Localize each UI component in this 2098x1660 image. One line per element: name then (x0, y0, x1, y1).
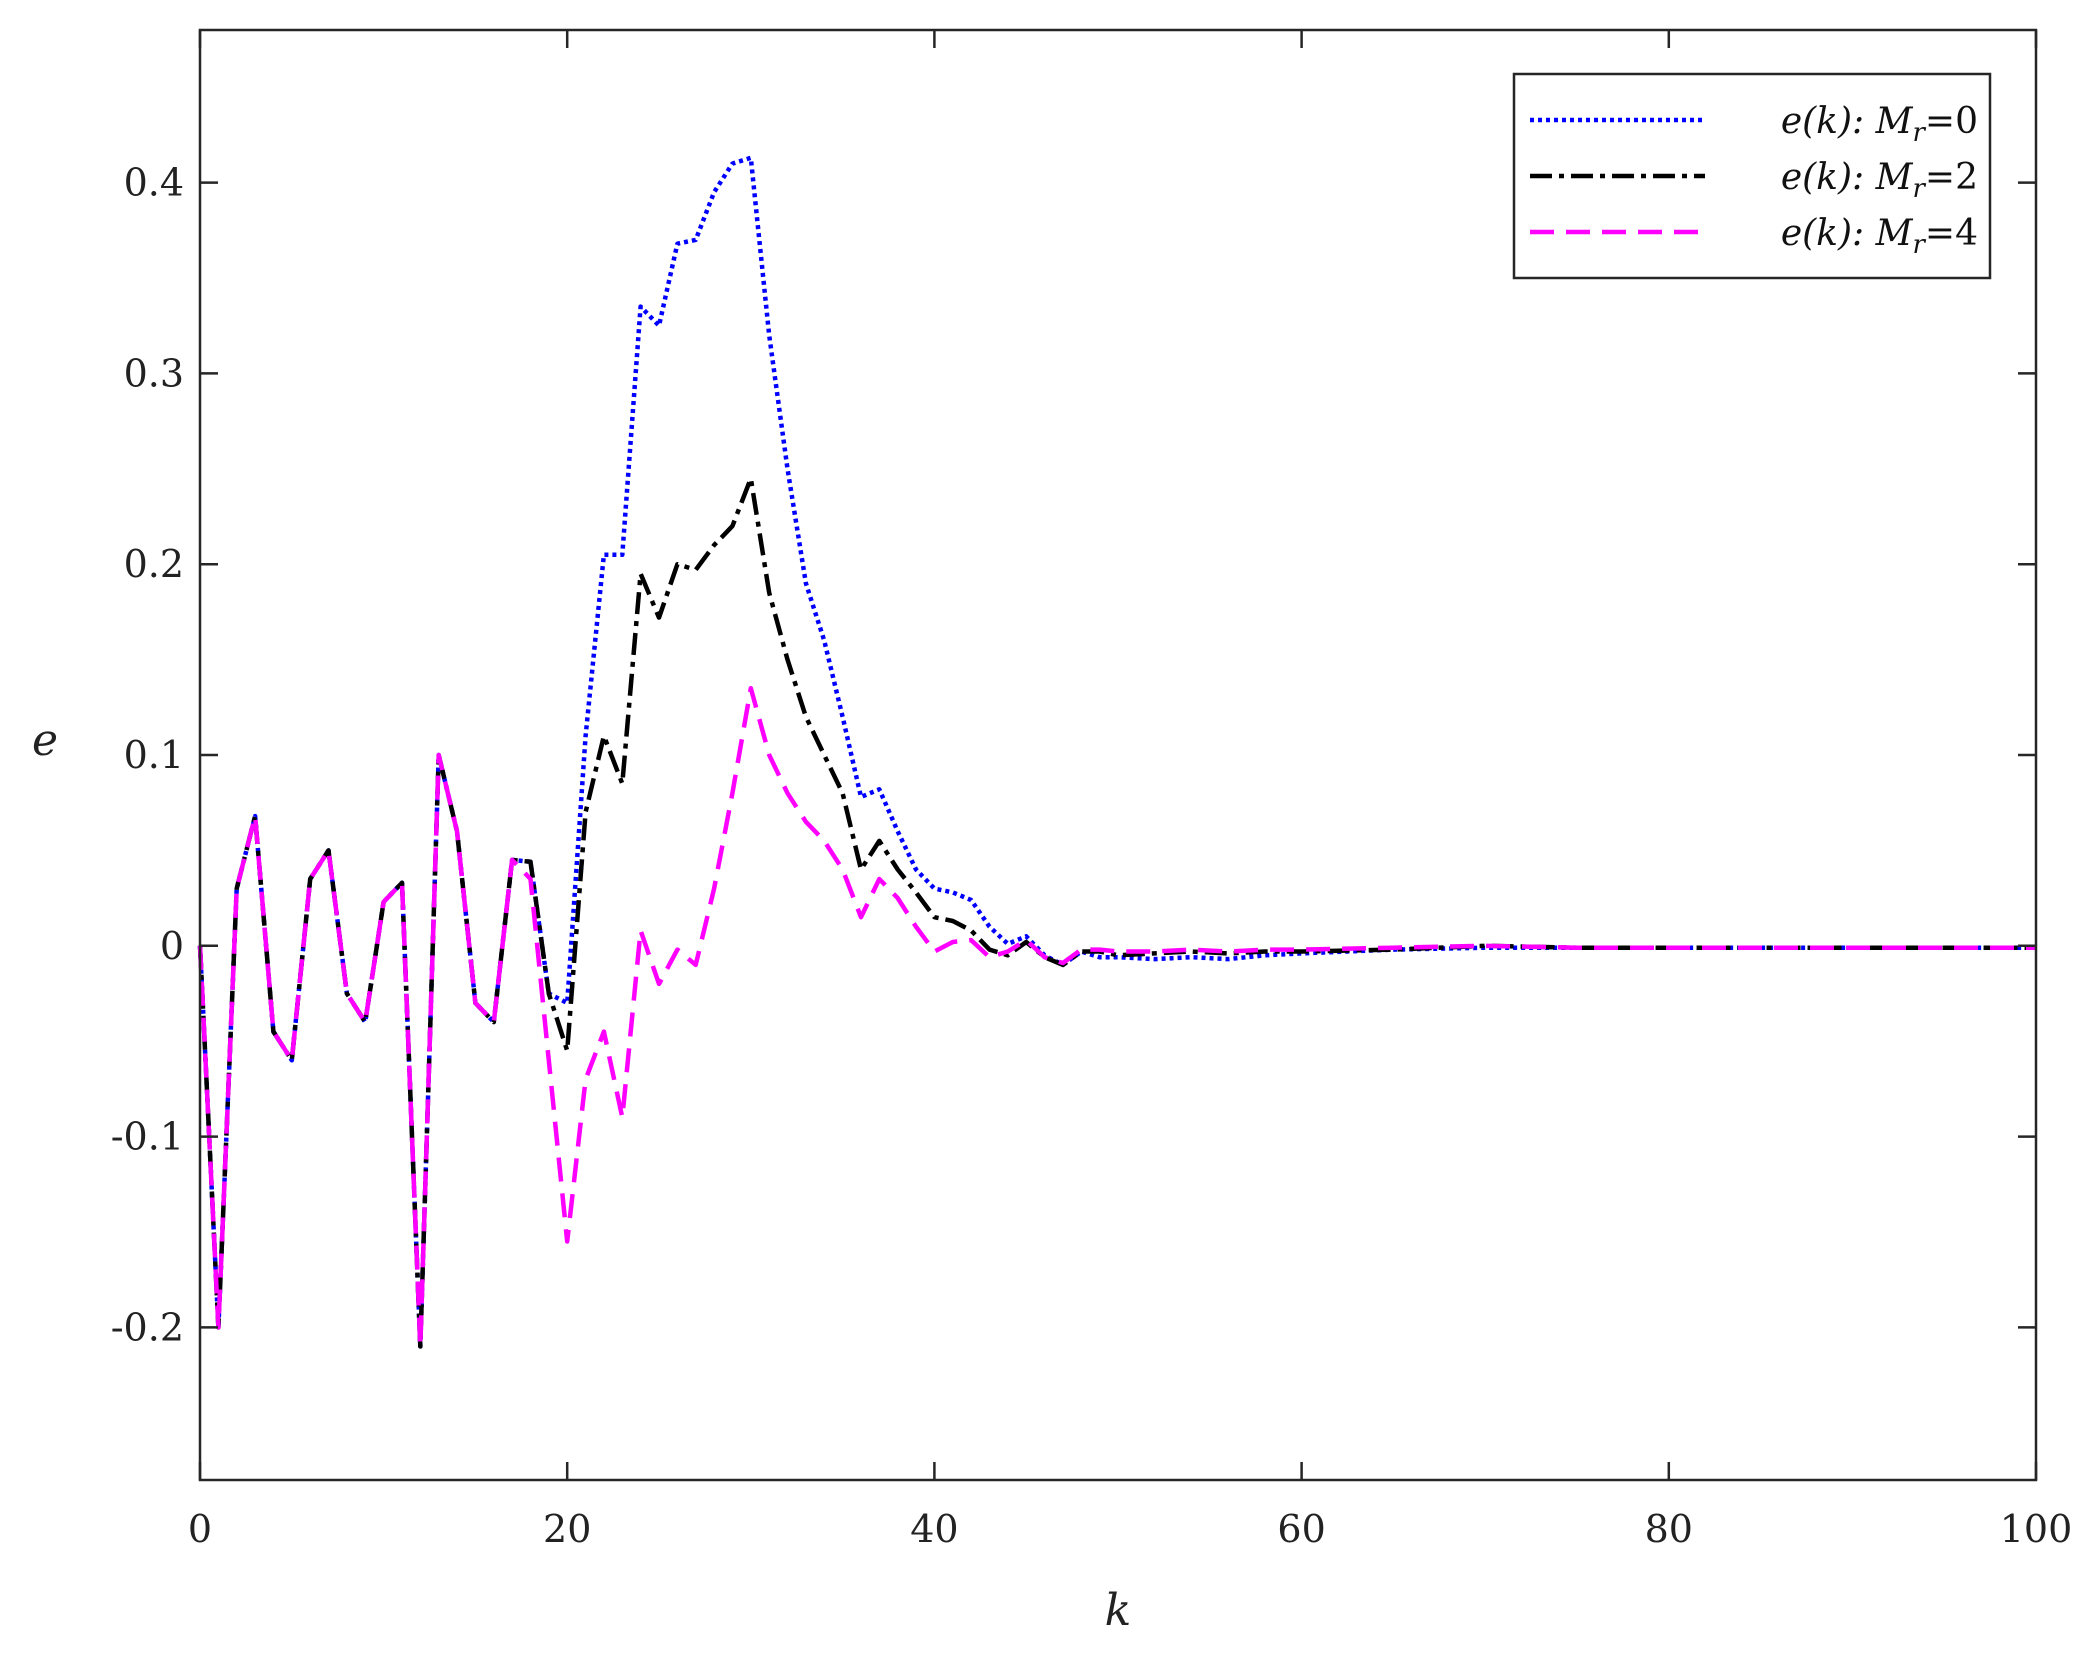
legend-label-1: e(k): Mr=2 (1781, 157, 1978, 204)
x-tick-label: 100 (2000, 1507, 2073, 1551)
legend: e(k): Mr=0e(k): Mr=2e(k): Mr=4 (1512, 72, 1992, 280)
y-tick-label: 0.4 (124, 161, 184, 205)
legend-label-value: =2 (1925, 157, 1978, 198)
y-tick-label: 0.3 (124, 351, 184, 395)
series-line-2 (197, 685, 2036, 1349)
y-tick-label: -0.1 (111, 1115, 184, 1159)
legend-label-value: =4 (1925, 213, 1978, 254)
y-tick-label: -0.2 (111, 1305, 184, 1349)
legend-label-prefix: e(k): (1781, 213, 1876, 254)
y-axis-label: e (32, 715, 58, 766)
y-tick-label: 0 (160, 924, 184, 968)
tick-layer: 0 20 40 60 80 100 -0.2 -0.1 0 0.1 0.2 0.3 0.4 (111, 30, 2073, 1551)
legend-label-prefix: e(k): (1781, 157, 1876, 198)
legend-label-symbol: M (1875, 213, 1914, 254)
x-tick-label: 0 (188, 1507, 212, 1551)
legend-label-symbol: M (1875, 157, 1914, 198)
legend-box (1512, 72, 1992, 280)
legend-label-2: e(k): Mr=4 (1781, 213, 1978, 260)
y-tick-label: 0.1 (124, 733, 184, 777)
legend-label-subscript: r (1912, 174, 1926, 204)
legend-label-subscript: r (1912, 230, 1926, 260)
legend-label-0: e(k): Mr=0 (1781, 101, 1978, 148)
legend-label-value: =0 (1925, 101, 1978, 142)
x-tick-label: 60 (1277, 1507, 1325, 1551)
legend-label-symbol: M (1875, 101, 1914, 142)
series-layer (197, 155, 2036, 1349)
y-tick-label: 0.2 (124, 542, 184, 586)
x-tick-label: 20 (543, 1507, 591, 1551)
x-axis-label: k (1105, 1585, 1132, 1636)
x-tick-label: 40 (910, 1507, 958, 1551)
legend-label-prefix: e(k): (1781, 101, 1876, 142)
x-tick-label: 80 (1645, 1507, 1693, 1551)
legend-label-subscript: r (1912, 118, 1926, 148)
